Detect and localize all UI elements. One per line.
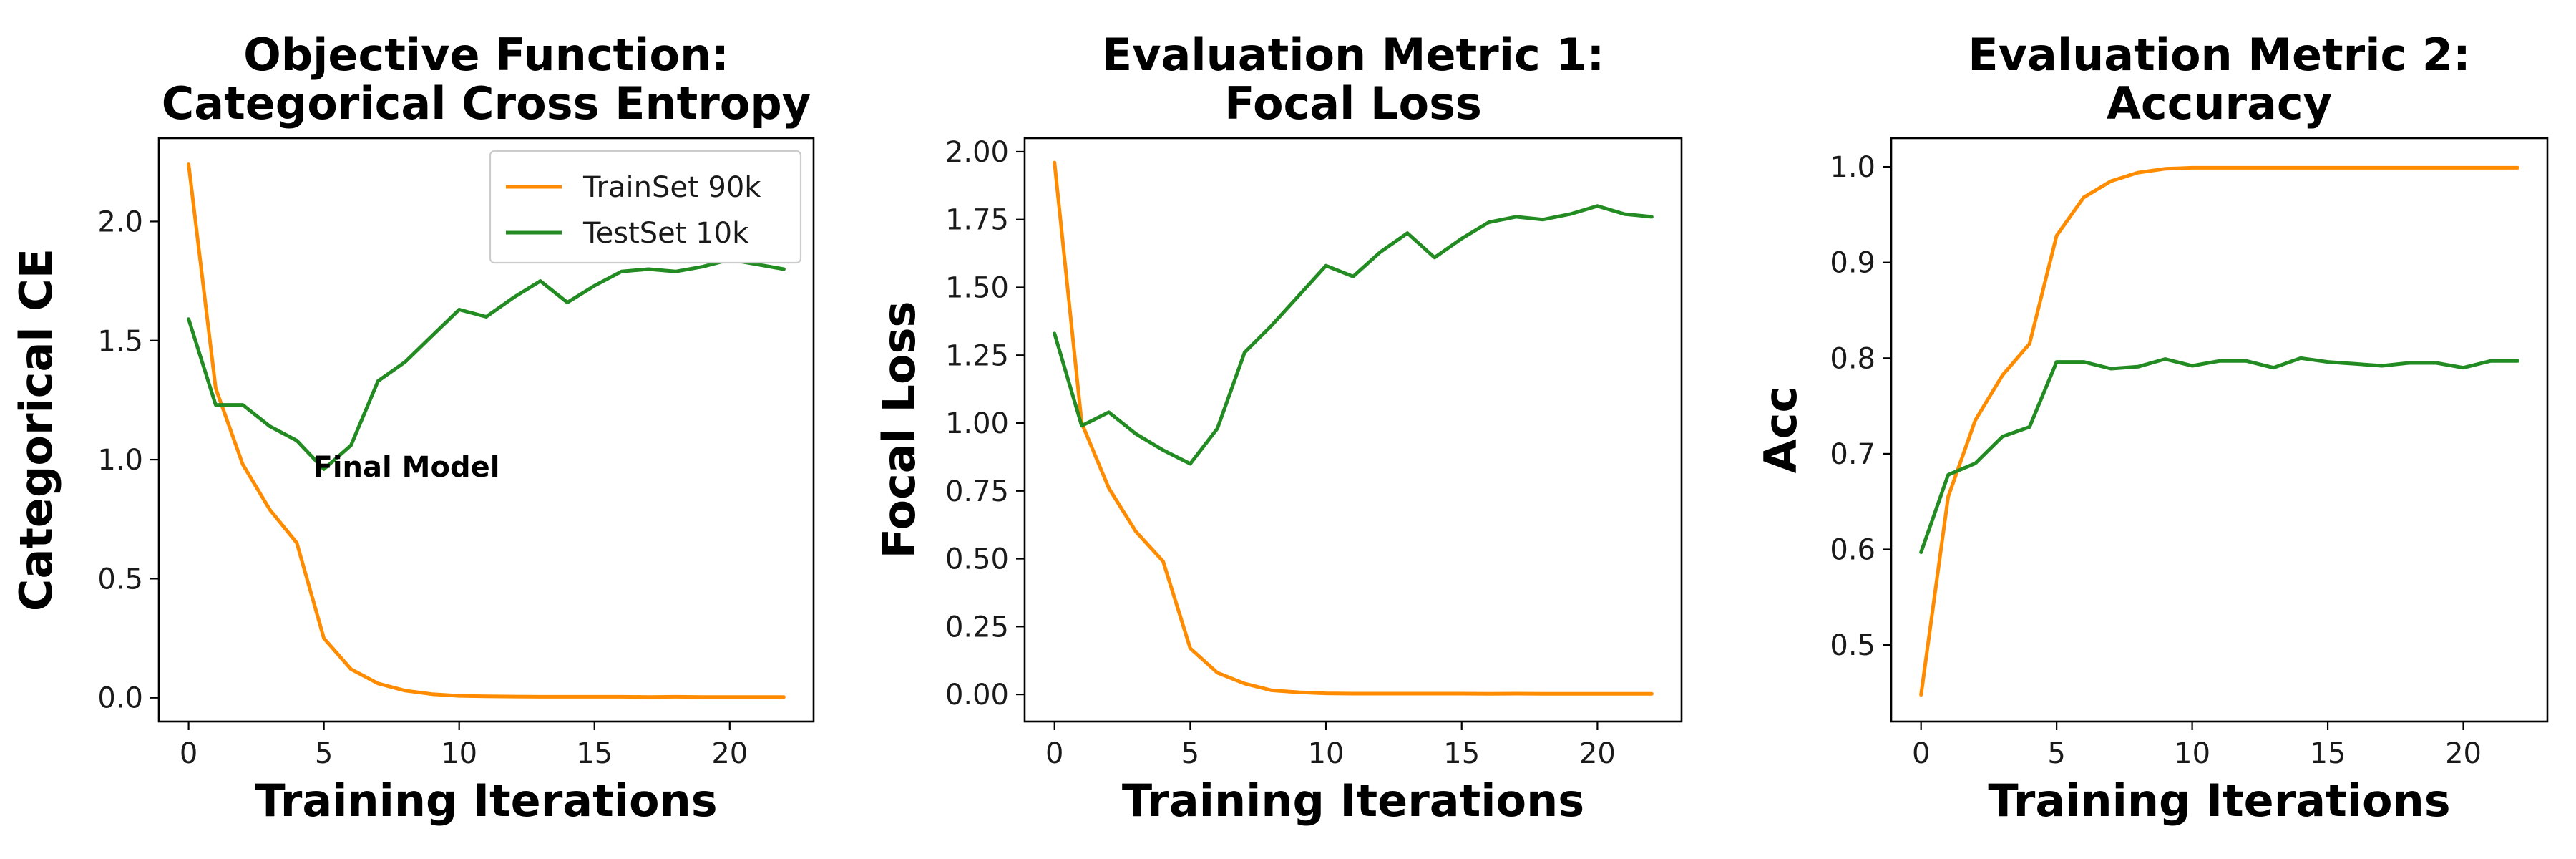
- cross-entropy-x-tick-label: 0: [180, 737, 197, 770]
- chart-panels: 0 5 10 15 20 0.0 0.5 1.0 1.5 2.0 Training Iteratio…: [10, 29, 2549, 827]
- focal-loss-x-tick-label: 15: [1443, 737, 1480, 770]
- cross-entropy-x-tick-label: 20: [711, 737, 748, 770]
- accuracy-y-tick-label: 0.6: [1830, 534, 1875, 567]
- accuracy-x-tick-label: 15: [2310, 737, 2346, 770]
- focal-loss-y-tick-label: 1.25: [945, 339, 1009, 372]
- accuracy-y-tick-label: 0.5: [1830, 629, 1875, 662]
- focal-loss-series-testset-line: [1053, 204, 1654, 466]
- cross-entropy-x-tick-label: 15: [576, 737, 613, 770]
- focal-loss-title-line-1: Evaluation Metric 1:: [1102, 29, 1605, 81]
- cross-entropy-legend: TrainSet 90k TestSet 10k: [489, 150, 802, 264]
- accuracy-x-tick-label: 10: [2174, 737, 2210, 770]
- legend-trainset-label: TrainSet 90k: [582, 171, 761, 204]
- cross-entropy-series-trainset-line: [187, 162, 786, 699]
- accuracy-y-tick-label: 1.0: [1830, 151, 1875, 184]
- focal-loss-y-tick-label: 1.00: [945, 407, 1009, 440]
- accuracy-title-line-1: Evaluation Metric 2:: [1968, 29, 2471, 81]
- cross-entropy-title-line-1: Objective Function:: [243, 29, 729, 81]
- cross-entropy-title-line-2: Categorical Cross Entropy: [162, 77, 811, 130]
- focal-loss-x-tick-label: 0: [1045, 737, 1063, 770]
- cross-entropy-series-testset-line: [187, 258, 786, 471]
- focal-loss-y-tick-label: 2.00: [945, 136, 1009, 169]
- focal-loss-x-tick-label: 20: [1579, 737, 1616, 770]
- accuracy-x-axis-title: Training Iterations: [1988, 775, 2450, 827]
- cross-entropy-annotation-final-model: Final Model: [313, 451, 500, 484]
- focal-loss-x-axis-title: Training Iterations: [1122, 775, 1584, 827]
- accuracy-x-tick-label: 20: [2445, 737, 2482, 770]
- focal-loss-series-trainset-line: [1053, 160, 1654, 696]
- accuracy-y-axis-title: Acc: [1755, 387, 1807, 474]
- accuracy-x-tick-label: 5: [2047, 737, 2065, 770]
- accuracy-y-tick-label: 0.7: [1830, 438, 1875, 471]
- focal-loss-axes-frame: [1023, 137, 1683, 723]
- focal-loss-y-tick-label: 0.75: [945, 475, 1009, 508]
- chart-focal-loss: 0 5 10 15 20 0.00 0.25 0.50 0.75 1.00 1.25 1.50 1.75…: [873, 29, 1683, 827]
- cross-entropy-x-axis-title: Training Iterations: [255, 775, 717, 827]
- focal-loss-y-tick-label: 0.25: [945, 611, 1009, 644]
- focal-loss-x-tick-label: 10: [1308, 737, 1345, 770]
- accuracy-series-testset-line: [1919, 356, 2519, 554]
- cross-entropy-y-tick-label: 0.5: [97, 563, 143, 596]
- cross-entropy-x-tick-label: 5: [315, 737, 333, 770]
- focal-loss-x-tick-label: 5: [1181, 737, 1199, 770]
- cross-entropy-y-tick-label: 2.0: [97, 205, 143, 238]
- cross-entropy-y-tick-label: 0.0: [97, 682, 143, 715]
- cross-entropy-x-tick-label: 10: [441, 737, 477, 770]
- focal-loss-y-tick-label: 1.50: [945, 271, 1009, 304]
- focal-loss-y-tick-label: 0.00: [945, 679, 1009, 712]
- accuracy-y-tick-label: 0.8: [1830, 342, 1875, 375]
- accuracy-axes-frame: [1890, 137, 2549, 723]
- legend-testset-label: TestSet 10k: [582, 217, 749, 250]
- cross-entropy-y-tick-label: 1.5: [97, 325, 143, 358]
- cross-entropy-y-axis-title: Categorical CE: [10, 248, 62, 611]
- chart-accuracy: 0 5 10 15 20 0.5 0.6 0.7 0.8 0.9 1.0 Training Itera…: [1755, 29, 2549, 827]
- chart-cross-entropy: 0 5 10 15 20 0.0 0.5 1.0 1.5 2.0 Training Iteratio…: [10, 29, 815, 827]
- focal-loss-y-axis-title: Focal Loss: [873, 301, 925, 559]
- accuracy-series-trainset-line: [1919, 165, 2519, 697]
- legend-frame: [489, 150, 802, 264]
- accuracy-y-tick-label: 0.9: [1830, 247, 1875, 280]
- accuracy-x-tick-label: 0: [1912, 737, 1930, 770]
- focal-loss-y-tick-label: 1.75: [945, 204, 1009, 237]
- focal-loss-title-line-2: Focal Loss: [1224, 77, 1482, 130]
- cross-entropy-y-tick-label: 1.0: [97, 444, 143, 477]
- cross-entropy-axes-frame: [157, 137, 815, 723]
- accuracy-title-line-2: Accuracy: [2107, 77, 2332, 130]
- focal-loss-y-tick-label: 0.50: [945, 543, 1009, 576]
